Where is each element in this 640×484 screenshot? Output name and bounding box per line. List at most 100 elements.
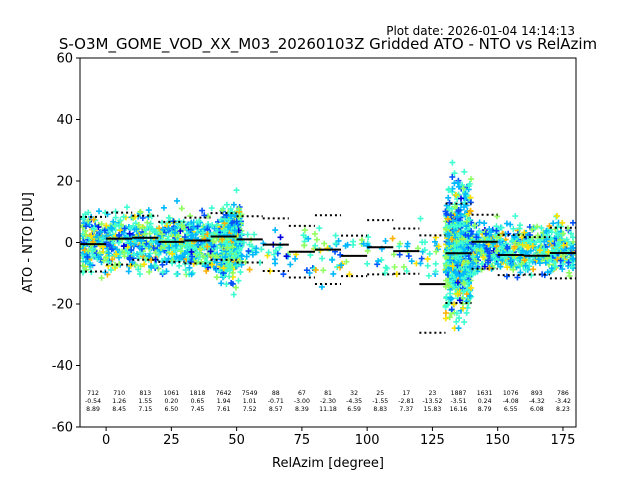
scatter-point bbox=[166, 244, 173, 251]
scatter-point bbox=[442, 208, 449, 215]
bin-mean-label: 0.65 bbox=[191, 398, 205, 405]
scatter-point bbox=[329, 257, 336, 263]
scatter-point bbox=[271, 251, 277, 258]
scatter-point bbox=[565, 259, 572, 266]
scatter-point bbox=[231, 252, 238, 259]
bin-std-label: 7.37 bbox=[399, 406, 413, 413]
scatter-point bbox=[469, 253, 476, 260]
x-axis-label: RelAzim [degree] bbox=[272, 456, 384, 471]
scatter-point bbox=[471, 245, 478, 251]
scatter-point bbox=[443, 293, 450, 300]
scatter-point bbox=[391, 264, 398, 270]
bin-mean-label: -2.30 bbox=[320, 398, 336, 405]
bin-mean-label: -1.55 bbox=[372, 398, 388, 405]
scatter-point bbox=[375, 258, 382, 265]
scatter-point bbox=[83, 223, 89, 230]
bin-count-label: 67 bbox=[298, 390, 306, 397]
scatter-point bbox=[121, 249, 127, 256]
bin-std-label: 15.83 bbox=[424, 406, 442, 413]
scatter-point bbox=[453, 238, 460, 245]
scatter-point bbox=[403, 268, 410, 274]
scatter-point bbox=[408, 258, 415, 265]
scatter-point bbox=[462, 232, 469, 238]
scatter-point bbox=[443, 226, 450, 233]
scatter-point bbox=[554, 256, 561, 263]
scatter-point bbox=[544, 269, 551, 276]
scatter-point bbox=[346, 271, 353, 278]
scatter-point bbox=[312, 242, 319, 249]
scatter-point bbox=[227, 205, 234, 212]
scatter-point bbox=[135, 266, 142, 273]
scatter-point bbox=[516, 225, 523, 232]
scatter-point bbox=[487, 229, 494, 236]
scatter-point bbox=[153, 229, 160, 236]
scatter-point bbox=[105, 250, 112, 257]
scatter-point bbox=[301, 227, 308, 234]
scatter-point bbox=[483, 245, 490, 252]
scatter-point bbox=[274, 250, 281, 257]
scatter-point bbox=[480, 254, 487, 261]
bin-std-label: 8.57 bbox=[269, 406, 283, 413]
scatter-point bbox=[141, 261, 148, 268]
scatter-point bbox=[405, 253, 412, 260]
scatter-point bbox=[222, 254, 229, 261]
scatter-point bbox=[108, 246, 115, 253]
scatter-point bbox=[455, 183, 462, 190]
scatter-point bbox=[226, 266, 233, 272]
scatter-point bbox=[543, 227, 550, 234]
scatter-point bbox=[182, 234, 188, 240]
scatter-point bbox=[529, 243, 536, 249]
scatter-point bbox=[568, 263, 575, 270]
scatter-point bbox=[451, 301, 458, 308]
scatter-point bbox=[426, 250, 433, 257]
scatter-point bbox=[560, 242, 567, 249]
scatter-point bbox=[148, 264, 155, 271]
scatter-point bbox=[155, 251, 162, 258]
scatter-point bbox=[472, 222, 478, 229]
scatter-point bbox=[468, 284, 475, 291]
scatter-point bbox=[560, 261, 567, 267]
bin-count-label: 786 bbox=[557, 390, 569, 397]
scatter-point bbox=[446, 314, 453, 321]
scatter-point bbox=[93, 234, 100, 240]
scatter-point bbox=[213, 274, 220, 281]
bin-mean-label: -3.42 bbox=[555, 398, 571, 405]
scatter-point bbox=[514, 274, 521, 281]
scatter-point bbox=[235, 205, 242, 212]
scatter-point bbox=[467, 208, 474, 215]
bin-mean-label: 0.20 bbox=[164, 398, 178, 405]
scatter-point bbox=[81, 247, 88, 254]
scatter-point bbox=[232, 212, 239, 219]
scatter-point bbox=[307, 252, 314, 259]
scatter-point bbox=[207, 248, 214, 255]
scatter-point bbox=[365, 234, 372, 240]
bin-std-label: 8.83 bbox=[373, 406, 387, 413]
scatter-point bbox=[445, 186, 452, 192]
scatter-point bbox=[457, 243, 464, 250]
scatter-point bbox=[197, 245, 203, 252]
scatter-point bbox=[445, 194, 452, 201]
scatter-point bbox=[127, 254, 134, 261]
scatter-point bbox=[87, 261, 94, 268]
scatter-point bbox=[364, 247, 371, 254]
scatter-point bbox=[527, 247, 534, 254]
scatter-point bbox=[214, 245, 221, 251]
scatter-point bbox=[543, 236, 550, 243]
scatter-point bbox=[199, 207, 206, 214]
scatter-point bbox=[554, 246, 561, 253]
scatter-point bbox=[287, 261, 294, 268]
scatter-point bbox=[172, 229, 178, 236]
scatter-point bbox=[96, 208, 102, 215]
y-tick-label: 20 bbox=[56, 175, 73, 190]
bin-statistics: 712-0.548.897101.268.458131.557.1510610.… bbox=[80, 202, 576, 413]
x-tick-label: 75 bbox=[294, 433, 311, 448]
scatter-point bbox=[124, 204, 130, 211]
scatter-point bbox=[570, 245, 576, 252]
scatter-point bbox=[100, 257, 107, 264]
scatter-point bbox=[559, 266, 566, 273]
scatter-point bbox=[190, 224, 197, 231]
scatter-point bbox=[243, 253, 250, 260]
scatter-point bbox=[277, 234, 284, 241]
scatter-point bbox=[521, 229, 528, 236]
scatter-point bbox=[493, 235, 500, 241]
